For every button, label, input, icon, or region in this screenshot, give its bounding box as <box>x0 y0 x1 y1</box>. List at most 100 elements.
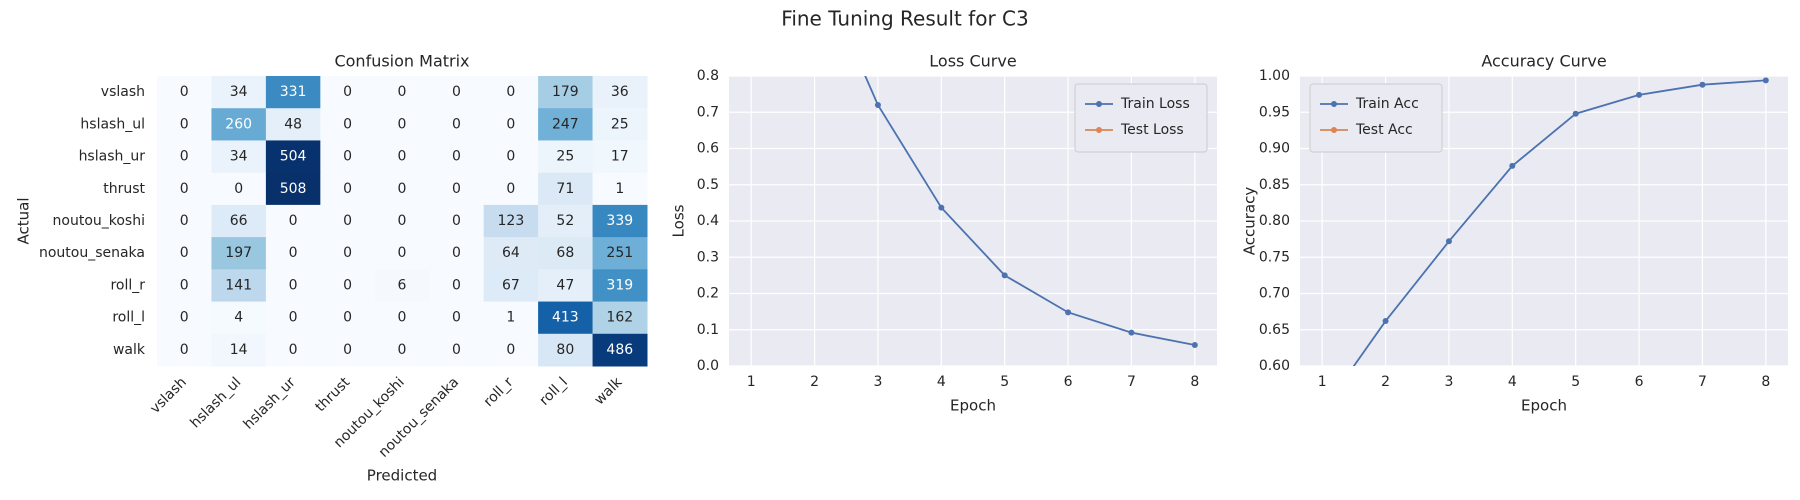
legend-marker <box>1096 101 1102 107</box>
cell-label: 52 <box>556 213 574 229</box>
heatmap-cell <box>429 172 485 206</box>
y-tick-label: 0.3 <box>697 249 719 265</box>
cell-label: 0 <box>398 84 407 100</box>
cell-label: 0 <box>180 213 189 229</box>
x-tick-label: 2 <box>1381 374 1390 390</box>
cell-label: 17 <box>611 149 629 165</box>
heatmap-cell <box>157 108 212 141</box>
x-tick-label: thrust <box>312 374 353 415</box>
heatmap-cell <box>265 269 321 303</box>
cell-label: 0 <box>343 181 352 197</box>
heatmap-cell <box>157 301 212 335</box>
heatmap-cell <box>374 140 430 174</box>
heatmap-cell <box>265 108 321 141</box>
heatmap-cell <box>483 269 539 303</box>
heatmap-cell <box>592 333 648 367</box>
y-tick-label: 1.00 <box>1259 68 1290 84</box>
x-tick-label: 1 <box>1318 374 1327 390</box>
cell-label: 0 <box>398 310 407 326</box>
x-tick-label: 6 <box>1064 374 1073 390</box>
heatmap-cell <box>429 237 485 270</box>
x-tick-label: roll_l <box>537 374 571 408</box>
x-tick-label: 8 <box>1190 374 1199 390</box>
heatmap-cell <box>538 269 594 303</box>
heatmap-cell <box>320 333 376 367</box>
heatmap-cell <box>483 237 539 270</box>
cell-label: 0 <box>343 310 352 326</box>
y-tick-label: noutou_koshi <box>53 213 145 229</box>
cell-label: 0 <box>180 245 189 261</box>
cell-label: 247 <box>552 116 579 132</box>
cell-label: 508 <box>280 181 307 197</box>
cell-label: 0 <box>398 213 407 229</box>
cell-label: 123 <box>498 213 525 229</box>
figure-title: Fine Tuning Result for C3 <box>781 7 1028 31</box>
x-tick-label: 5 <box>1571 374 1580 390</box>
heatmap-cell <box>483 108 539 141</box>
cell-label: 141 <box>225 277 252 293</box>
heatmap-cell <box>211 237 267 270</box>
heatmap-cell <box>211 269 267 303</box>
heatmap-cell <box>374 269 430 303</box>
x-tick-label: 4 <box>937 374 946 390</box>
cell-label: 1 <box>615 181 624 197</box>
cell-label: 0 <box>234 181 243 197</box>
heatmap-cell <box>265 140 321 174</box>
heatmap-cell <box>157 333 212 367</box>
heatmap-cell <box>265 76 321 109</box>
point <box>1128 329 1135 336</box>
cell-label: 0 <box>180 310 189 326</box>
heatmap-cell <box>483 204 539 238</box>
heatmap-cell <box>592 301 648 335</box>
cell-label: 331 <box>280 84 307 100</box>
heatmap-cell <box>374 172 430 206</box>
heatmap-cell <box>320 269 376 303</box>
heatmap-cell <box>157 269 212 303</box>
x-tick-label: vslash <box>147 374 190 417</box>
chart-title: Accuracy Curve <box>1481 52 1606 71</box>
heatmap-cell <box>320 204 376 238</box>
cell-label: 0 <box>398 181 407 197</box>
cell-label: 25 <box>556 149 574 165</box>
cell-label: 68 <box>556 245 574 261</box>
heatmap-cell <box>538 333 594 367</box>
cell-label: 486 <box>606 342 633 358</box>
cell-label: 0 <box>180 116 189 132</box>
cell-label: 0 <box>452 277 461 293</box>
cell-label: 36 <box>611 84 629 100</box>
x-tick-label: hslash_ur <box>240 374 298 432</box>
cell-label: 197 <box>225 245 252 261</box>
cell-label: 0 <box>289 310 298 326</box>
cell-label: 0 <box>180 181 189 197</box>
x-tick-label: 4 <box>1508 374 1517 390</box>
y-tick-label: 0.5 <box>697 177 719 193</box>
cell-label: 0 <box>452 116 461 132</box>
point <box>1762 77 1769 84</box>
heatmap-cell <box>157 172 212 206</box>
cell-label: 0 <box>452 342 461 358</box>
y-axis-label: Loss <box>670 204 688 237</box>
cell-label: 0 <box>452 213 461 229</box>
cell-label: 34 <box>230 84 248 100</box>
cell-label: 0 <box>506 181 515 197</box>
heatmap-cell <box>538 76 594 109</box>
heatmap-cell <box>538 301 594 335</box>
cell-label: 260 <box>225 116 252 132</box>
point <box>1065 309 1072 316</box>
x-tick-label: 3 <box>1444 374 1453 390</box>
cell-label: 0 <box>343 277 352 293</box>
point <box>1509 162 1516 169</box>
heatmap-cell <box>538 172 594 206</box>
heatmap-cell <box>265 237 321 270</box>
cell-label: 0 <box>506 84 515 100</box>
cell-label: 0 <box>343 342 352 358</box>
heatmap-cell <box>538 204 594 238</box>
cell-label: 66 <box>230 213 248 229</box>
cell-label: 0 <box>289 245 298 261</box>
cell-label: 25 <box>611 116 629 132</box>
heatmap-cell <box>320 76 376 109</box>
cell-label: 0 <box>506 116 515 132</box>
point <box>1382 318 1389 325</box>
x-tick-label: 5 <box>1000 374 1009 390</box>
y-tick-label: 0.60 <box>1259 358 1290 374</box>
